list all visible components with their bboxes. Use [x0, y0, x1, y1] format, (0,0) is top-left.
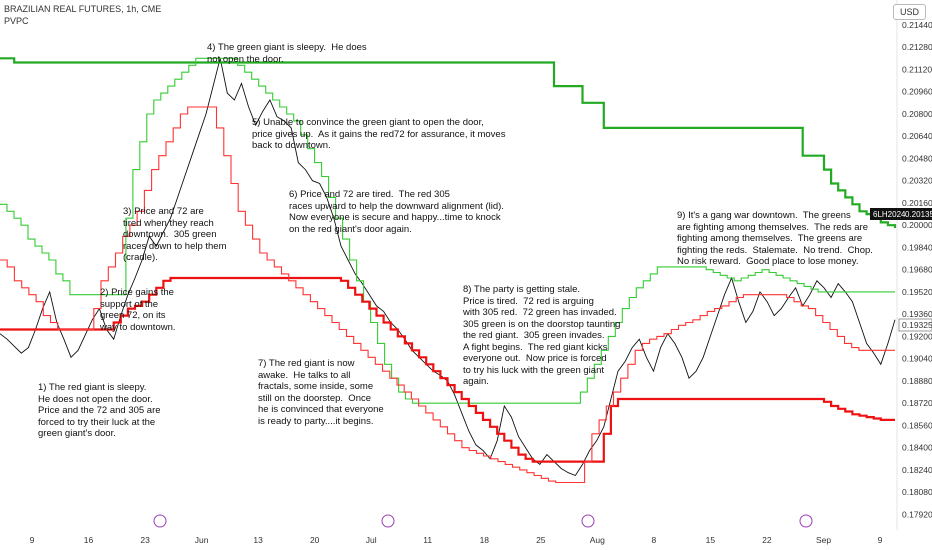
series-red-fast [0, 106, 895, 484]
y-tick-label: 0.19680 [902, 265, 932, 275]
y-tick-label: 0.18560 [902, 420, 932, 430]
x-tick-label: 9 [30, 535, 35, 545]
x-tick-label: 23 [140, 535, 150, 545]
y-tick-label: 0.21440 [902, 20, 932, 30]
annotation-3: 3) Price and 72 are tired when they reac… [123, 206, 227, 263]
y-tick-label: 0.20000 [902, 220, 932, 230]
y-tick-label: 0.21120 [902, 65, 932, 75]
event-marker-icon[interactable] [153, 514, 167, 528]
price-badges: 6LH2024 0.20135 0.19325 [870, 208, 932, 332]
y-tick-label: 0.17920 [902, 509, 932, 519]
y-tick-label: 0.18400 [902, 443, 932, 453]
x-tick-label: 25 [536, 535, 546, 545]
currency-button[interactable]: USD [892, 4, 926, 20]
x-tick-label: 9 [878, 535, 883, 545]
y-tick-label: 0.19520 [902, 287, 932, 297]
annotation-5: 5) Unable to convince the green giant to… [252, 117, 506, 151]
y-tick-label: 0.20320 [902, 176, 932, 186]
y-tick-label: 0.18240 [902, 465, 932, 475]
x-tick-label: 20 [310, 535, 320, 545]
y-tick-label: 0.18880 [902, 376, 932, 386]
indicator-label: PVPC [4, 16, 29, 26]
annotation-1: 1) The red giant is sleepy. He does not … [38, 382, 161, 439]
chart-symbol-title: BRAZILIAN REAL FUTURES, 1h, CME [4, 4, 162, 14]
y-tick-label: 0.18080 [902, 487, 932, 497]
x-tick-label: Aug [590, 535, 605, 545]
x-tick-label: 18 [480, 535, 490, 545]
symbol-badge-bg [870, 208, 932, 220]
symbol-badge-value: 0.20135 [905, 210, 932, 219]
annotation-6: 6) Price and 72 are tired. The red 305 r… [289, 189, 504, 235]
y-tick-label: 0.19040 [902, 354, 932, 364]
annotation-8: 8) The party is getting stale. Price is … [463, 284, 621, 387]
x-tick-label: 13 [253, 535, 263, 545]
y-axis[interactable]: 0.21440 0.21280 0.21120 0.20960 0.20800 0.206… [902, 20, 932, 519]
series-layer [0, 57, 897, 484]
last-price-badge-value: 0.19325 [902, 320, 932, 330]
y-tick-label: 0.18720 [902, 398, 932, 408]
event-marker-icon[interactable] [581, 514, 595, 528]
annotation-9: 9) It's a gang war downtown. The greens … [677, 210, 873, 267]
x-tick-label: Jun [195, 535, 209, 545]
event-markers [153, 514, 813, 528]
annotation-4: 4) The green giant is sleepy. He does no… [207, 42, 367, 65]
x-tick-label: 22 [762, 535, 772, 545]
x-tick-label: 11 [423, 535, 432, 545]
series-red-slow [0, 276, 895, 463]
event-marker-icon[interactable] [381, 514, 395, 528]
y-tick-label: 0.19200 [902, 331, 932, 341]
series-green-slow [0, 57, 897, 228]
y-tick-label: 0.20640 [902, 131, 932, 141]
y-tick-label: 0.20160 [902, 198, 932, 208]
symbol-badge-label: 6LH2024 [873, 210, 906, 219]
annotation-2: 2) Price gains the support of the green … [100, 287, 176, 333]
event-marker-icon[interactable] [799, 514, 813, 528]
x-tick-label: Sep [816, 535, 831, 545]
x-axis[interactable]: 9 16 23 Jun 13 20 Jul 11 18 25 Aug 8 15 22 Sep 9 [30, 535, 883, 545]
x-tick-label: 8 [652, 535, 657, 545]
series-green-fast [0, 57, 895, 404]
x-tick-label: Jul [366, 535, 377, 545]
y-tick-label: 0.21280 [902, 42, 932, 52]
x-tick-label: 15 [706, 535, 716, 545]
y-tick-label: 0.20960 [902, 87, 932, 97]
x-tick-label: 16 [84, 535, 94, 545]
y-tick-label: 0.20800 [902, 109, 932, 119]
last-price-badge-bg [898, 318, 932, 332]
annotation-7: 7) The red giant is now awake. He talks … [258, 358, 384, 427]
y-tick-label: 0.19360 [902, 309, 932, 319]
y-tick-label: 0.20480 [902, 153, 932, 163]
y-tick-label: 0.19840 [902, 242, 932, 252]
